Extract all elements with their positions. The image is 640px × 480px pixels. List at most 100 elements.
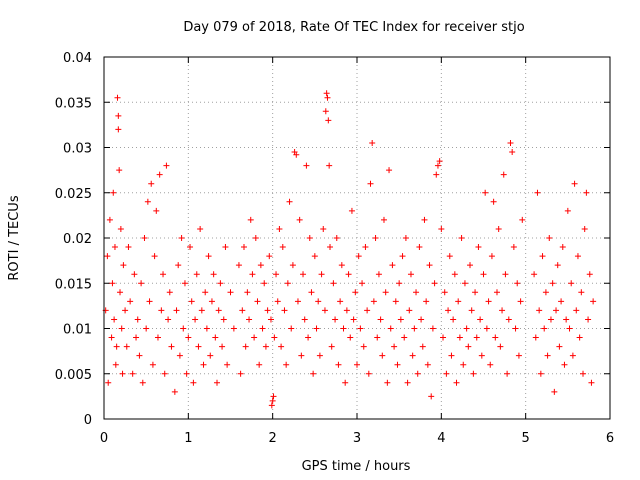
data-point <box>490 198 497 205</box>
data-point <box>467 262 474 269</box>
data-point <box>141 235 148 241</box>
data-point <box>497 343 504 350</box>
data-point <box>537 370 544 377</box>
data-point <box>515 352 522 359</box>
data-point <box>188 298 195 305</box>
data-point <box>426 262 433 269</box>
data-point <box>495 225 502 232</box>
data-point <box>257 262 264 269</box>
data-point <box>441 289 448 296</box>
x-tick-label: 4 <box>437 431 445 446</box>
data-point <box>178 235 185 241</box>
data-point <box>242 343 249 350</box>
data-point <box>270 393 277 400</box>
data-point <box>217 280 224 287</box>
data-point <box>347 334 354 341</box>
data-point <box>286 198 293 205</box>
data-point <box>561 361 568 368</box>
data-point <box>401 334 408 341</box>
data-point <box>547 316 554 323</box>
data-point <box>404 379 411 386</box>
data-point <box>581 225 588 232</box>
data-point <box>455 298 462 305</box>
data-point <box>470 370 477 377</box>
data-point <box>165 316 172 323</box>
data-point <box>195 343 202 350</box>
data-point <box>402 235 409 241</box>
data-point <box>367 180 374 187</box>
data-point <box>355 253 362 260</box>
y-tick-label: 0.015 <box>55 277 92 292</box>
data-point <box>254 298 261 305</box>
data-point <box>300 271 307 278</box>
data-point <box>240 244 247 251</box>
data-point <box>333 235 340 241</box>
data-point <box>480 271 487 278</box>
data-point <box>131 271 138 278</box>
data-point <box>244 289 251 296</box>
data-point <box>220 316 227 323</box>
data-point <box>166 289 173 296</box>
data-point <box>551 388 558 395</box>
data-point <box>127 298 134 305</box>
data-point <box>411 325 418 332</box>
data-point <box>122 307 129 314</box>
data-point <box>451 271 458 278</box>
data-point <box>399 253 406 260</box>
data-point <box>510 244 517 251</box>
data-point <box>305 334 312 341</box>
data-point <box>488 253 495 260</box>
data-point <box>377 316 384 323</box>
data-point <box>205 253 212 260</box>
data-point <box>386 167 393 174</box>
data-point <box>143 325 150 332</box>
data-point <box>175 262 182 269</box>
data-point <box>517 298 524 305</box>
data-point <box>322 108 329 115</box>
data-point <box>409 352 416 359</box>
data-point <box>379 352 386 359</box>
data-point <box>214 379 221 386</box>
y-tick-label: 0.04 <box>63 51 92 66</box>
data-point <box>111 244 118 251</box>
data-point <box>316 352 323 359</box>
data-point <box>414 370 421 377</box>
data-point <box>335 361 342 368</box>
y-tick-label: 0.025 <box>55 187 92 202</box>
data-point <box>519 216 526 223</box>
data-point <box>269 397 276 404</box>
data-point <box>158 307 165 314</box>
data-point <box>321 307 328 314</box>
data-point <box>181 280 188 287</box>
data-point <box>185 334 192 341</box>
data-point <box>418 316 425 323</box>
axis-tick-labels: 0 1 2 3 4 5 6 0 0.005 0.01 0.015 0.02 0.025 0.03 0.035… <box>55 51 614 446</box>
y-tick-label: 0.02 <box>63 232 92 247</box>
data-point <box>431 280 438 287</box>
data-point <box>532 334 539 341</box>
data-point <box>266 253 273 260</box>
data-point <box>539 253 546 260</box>
data-point <box>468 307 475 314</box>
data-point <box>406 307 413 314</box>
data-point <box>262 343 269 350</box>
data-point <box>197 225 204 232</box>
data-point <box>276 225 283 232</box>
data-point <box>110 189 117 196</box>
data-point <box>509 149 516 156</box>
data-point <box>154 334 161 341</box>
data-point <box>554 262 561 269</box>
data-point <box>493 289 500 296</box>
data-point <box>125 244 132 251</box>
data-point <box>370 298 377 305</box>
data-point <box>288 325 295 332</box>
data-point <box>215 307 222 314</box>
data-point <box>123 343 130 350</box>
data-point <box>440 334 447 341</box>
data-point <box>183 370 190 377</box>
data-point <box>421 216 428 223</box>
grid-lines <box>104 57 610 419</box>
data-point <box>149 361 156 368</box>
data-point <box>541 325 548 332</box>
